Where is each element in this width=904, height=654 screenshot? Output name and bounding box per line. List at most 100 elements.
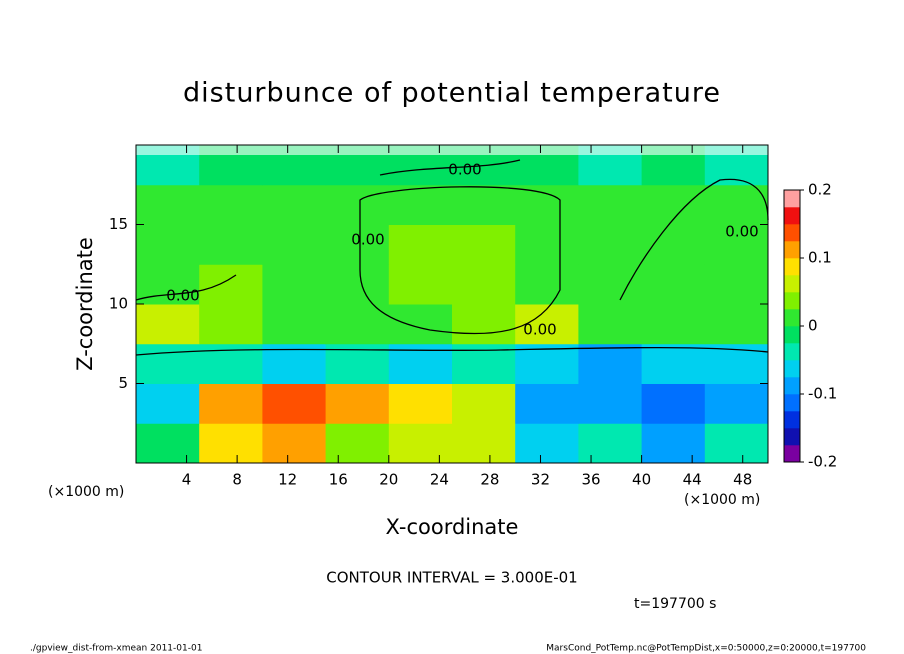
contour-line xyxy=(359,186,561,335)
colorbar-swatch xyxy=(784,326,800,344)
colorbar-swatch xyxy=(784,241,800,259)
field-cell xyxy=(325,184,390,225)
field-cell xyxy=(641,264,706,305)
contour-line xyxy=(619,178,769,301)
field-cell xyxy=(515,184,579,225)
field-cell xyxy=(452,264,516,305)
field-cell xyxy=(136,343,200,384)
colorbar-swatch xyxy=(784,309,800,327)
y-tick-label: 10 xyxy=(109,295,128,313)
field-cell xyxy=(325,224,390,265)
field-cell xyxy=(452,184,516,225)
contour-label: 0.00 xyxy=(523,321,556,339)
x-tick-label: 40 xyxy=(632,471,651,489)
field-cell xyxy=(578,304,643,345)
colorbar-swatch xyxy=(784,258,800,276)
field-cell xyxy=(578,383,643,424)
field-cell xyxy=(641,304,706,345)
colorbar-swatch xyxy=(784,411,800,429)
x-tick-label: 20 xyxy=(379,471,398,489)
colorbar-swatch xyxy=(784,428,800,446)
field-cell xyxy=(388,224,453,265)
field-cell xyxy=(199,304,263,345)
field-cell xyxy=(325,264,390,305)
field-cell xyxy=(262,304,327,345)
x-tick-label: 36 xyxy=(581,471,600,489)
field-cell xyxy=(136,383,200,424)
field-cell xyxy=(704,224,769,265)
colorbar-swatch xyxy=(784,224,800,242)
colorbar-swatch xyxy=(784,292,800,310)
field-cell xyxy=(388,264,453,305)
field-cell xyxy=(452,383,516,424)
colorbar-tick-label: 0.1 xyxy=(808,249,832,267)
x-tick-label: 32 xyxy=(531,471,550,489)
field-cell xyxy=(515,383,579,424)
colorbar-swatch xyxy=(784,360,800,378)
contour-line xyxy=(379,159,521,176)
field-cell xyxy=(136,224,200,265)
colorbar-swatch xyxy=(784,394,800,412)
footer-left: ./gpview_dist-from-xmean 2011-01-01 xyxy=(30,644,202,654)
field-cell xyxy=(704,383,769,424)
field-cell xyxy=(641,423,706,464)
contour-line xyxy=(135,274,237,301)
field-cell xyxy=(262,224,327,265)
x-unit: (×1000 m) xyxy=(684,492,760,508)
field-cell xyxy=(704,264,769,305)
field-cell xyxy=(578,184,643,225)
x-tick-label: 24 xyxy=(430,471,449,489)
colorbar-tick-label: 0.2 xyxy=(808,181,832,199)
contour-label: 0.00 xyxy=(166,287,199,305)
field-cell xyxy=(199,264,263,305)
colorbar-swatch xyxy=(784,275,800,293)
contour-interval: CONTOUR INTERVAL = 3.000E-01 xyxy=(326,569,577,587)
x-tick-label: 48 xyxy=(733,471,752,489)
field-cell xyxy=(262,423,327,464)
field-cell xyxy=(704,304,769,345)
field-cell xyxy=(452,423,516,464)
field-cell xyxy=(641,343,706,384)
field-cell xyxy=(262,184,327,225)
field-cell xyxy=(388,383,453,424)
field-cell xyxy=(262,264,327,305)
colorbar-swatch xyxy=(784,445,800,463)
time-label: t=197700 s xyxy=(634,596,716,612)
x-tick-label: 8 xyxy=(232,471,242,489)
y-unit: (×1000 m) xyxy=(48,484,124,500)
field-cell xyxy=(578,224,643,265)
x-axis-label: X-coordinate xyxy=(386,515,519,539)
x-tick-label: 12 xyxy=(278,471,297,489)
field-cell xyxy=(136,304,200,345)
field-cell xyxy=(199,184,263,225)
field xyxy=(136,145,769,464)
field-cell xyxy=(199,224,263,265)
top-band xyxy=(136,145,768,155)
colorbar-swatch xyxy=(784,207,800,225)
y-tick-label: 5 xyxy=(118,374,128,392)
contour-label: 0.00 xyxy=(448,161,481,179)
field-cell xyxy=(515,343,579,384)
colorbar-swatch xyxy=(784,343,800,361)
field-cell xyxy=(325,304,390,345)
field-cell xyxy=(704,423,769,464)
contour-label: 0.00 xyxy=(725,223,758,241)
x-tick-label: 4 xyxy=(182,471,192,489)
field-cell xyxy=(325,383,390,424)
field-cell xyxy=(452,224,516,265)
colorbar-tick-label: -0.1 xyxy=(808,385,837,403)
field-cell xyxy=(325,423,390,464)
field-cell xyxy=(515,423,579,464)
colorbar-swatch xyxy=(784,377,800,395)
field-cell xyxy=(578,343,643,384)
field-cell xyxy=(262,343,327,384)
contour-line xyxy=(135,346,769,356)
field-cell xyxy=(262,383,327,424)
field-cell xyxy=(199,423,263,464)
field-cell xyxy=(136,423,200,464)
x-tick-label: 16 xyxy=(329,471,348,489)
x-tick-label: 44 xyxy=(683,471,702,489)
contour-label: 0.00 xyxy=(351,231,384,249)
field-cell xyxy=(641,224,706,265)
